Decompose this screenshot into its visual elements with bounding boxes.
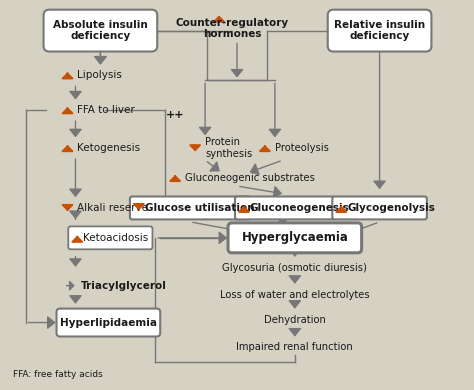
Text: Absolute insulin
deficiency: Absolute insulin deficiency [53, 20, 148, 41]
Text: Hyperlipidaemia: Hyperlipidaemia [60, 317, 157, 328]
Text: Hyperglycaemia: Hyperglycaemia [241, 231, 348, 245]
Text: Protein
synthesis: Protein synthesis [205, 137, 252, 159]
Text: Loss of water and electrolytes: Loss of water and electrolytes [220, 290, 370, 300]
Text: FFA to liver: FFA to liver [77, 105, 135, 115]
FancyBboxPatch shape [328, 10, 431, 51]
FancyBboxPatch shape [44, 10, 157, 51]
Text: Impaired renal function: Impaired renal function [237, 342, 353, 353]
Text: Ketogenesis: Ketogenesis [77, 143, 141, 153]
Text: Alkali reserve: Alkali reserve [77, 203, 148, 213]
FancyBboxPatch shape [68, 226, 153, 249]
Text: Glycogenolysis: Glycogenolysis [347, 203, 435, 213]
FancyBboxPatch shape [235, 197, 335, 220]
Text: FFA: free fatty acids: FFA: free fatty acids [13, 370, 102, 379]
Text: Lipolysis: Lipolysis [77, 71, 122, 80]
Text: Triacylglycerol: Triacylglycerol [81, 281, 166, 291]
Text: Relative insulin
deficiency: Relative insulin deficiency [334, 20, 425, 41]
FancyBboxPatch shape [56, 308, 160, 337]
Text: Counter-regulatory
hormones: Counter-regulatory hormones [175, 18, 289, 39]
Text: Ketoacidosis: Ketoacidosis [83, 233, 148, 243]
Text: Dehydration: Dehydration [264, 315, 326, 324]
FancyBboxPatch shape [228, 223, 362, 253]
Text: Gluconeogenesis: Gluconeogenesis [250, 203, 350, 213]
Text: Glycosuria (osmotic diuresis): Glycosuria (osmotic diuresis) [222, 263, 367, 273]
FancyBboxPatch shape [332, 197, 427, 220]
Text: Gluconeogenic substrates: Gluconeogenic substrates [185, 173, 315, 183]
Text: Glucose utilisation: Glucose utilisation [145, 203, 255, 213]
FancyBboxPatch shape [130, 197, 250, 220]
Text: ++: ++ [166, 110, 184, 120]
Text: Proteolysis: Proteolysis [275, 143, 329, 153]
